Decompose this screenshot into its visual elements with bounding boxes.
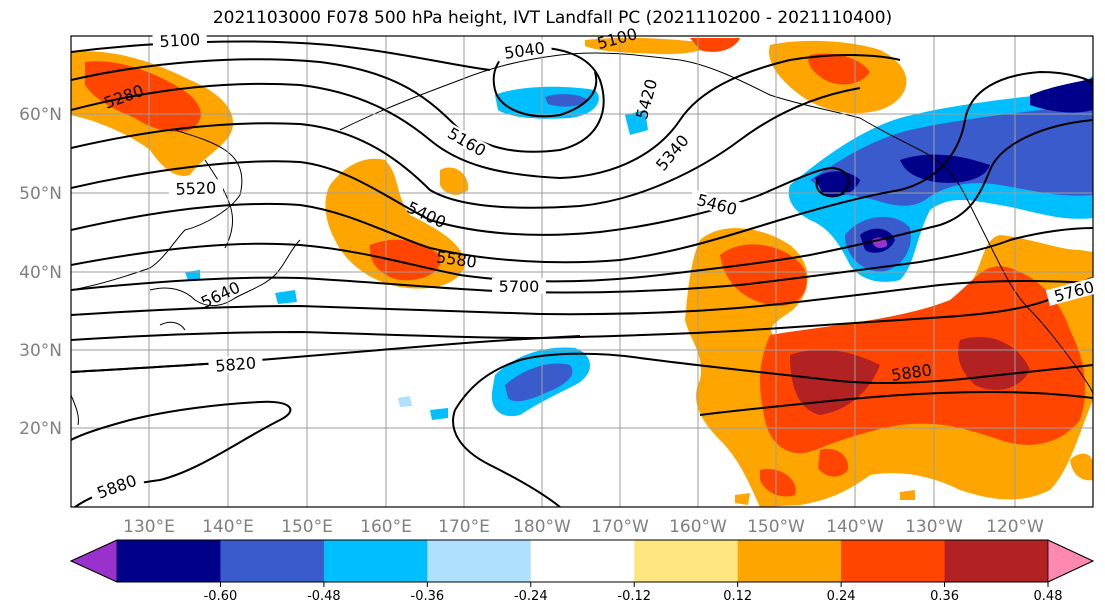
lon-label: 140°W: [826, 517, 884, 537]
colorbar-tick-label: 0.24: [827, 589, 856, 601]
colorbar-outline: [69, 539, 1095, 583]
map-title: 2021103000 F078 500 hPa height, IVT Land…: [212, 8, 893, 28]
colorbar-tick-label: -0.36: [411, 589, 445, 601]
colorbar-segment: [323, 540, 428, 582]
coastlines: [71, 52, 1093, 426]
lon-label: 160°W: [669, 517, 727, 537]
lat-label-50n: 50°N: [19, 184, 62, 204]
colorbar: -0.60 -0.48 -0.36 -0.24 -0.12 0.12 0.24 0.36 0.4…: [69, 539, 1095, 601]
lon-label: 140°E: [202, 517, 254, 537]
colorbar-segment: [841, 540, 946, 582]
lat-label-30n: 30°N: [19, 341, 62, 361]
lon-label: 130°W: [905, 517, 963, 537]
height-contours: [71, 40, 1093, 507]
colorbar-tick-label: 0.48: [1034, 589, 1063, 601]
colorbar-extend-high: [1047, 539, 1094, 583]
colorbar-tick-label: 0.12: [723, 589, 752, 601]
lon-label: 180°W: [513, 517, 571, 537]
contour-labels: 5100 5040 5100 5280 5160 5420 5340 5520 …: [88, 24, 1103, 503]
contour-label: 5700: [499, 277, 540, 296]
contour-label: 5820: [215, 353, 257, 375]
colorbar-segment: [117, 540, 221, 582]
map-border: [70, 35, 1094, 508]
lon-label: 150°E: [281, 517, 333, 537]
longitude-labels: 130°E 140°E 150°E 160°E 170°E 180°W 170°…: [123, 517, 1044, 537]
colorbar-tick-label: -0.24: [514, 589, 548, 601]
colorbar-segment: [427, 540, 532, 582]
lon-label: 120°W: [986, 517, 1044, 537]
lon-label: 160°E: [360, 517, 412, 537]
lon-label: 170°W: [591, 517, 649, 537]
colorbar-segment: [944, 540, 1049, 582]
contour-label: 5100: [159, 30, 201, 51]
lon-label: 150°W: [747, 517, 805, 537]
colorbar-tick-label: 0.36: [930, 589, 959, 601]
colorbar-segment: [634, 540, 739, 582]
colorbar-tick-label: -0.48: [307, 589, 341, 601]
colorbar-segment: [737, 540, 842, 582]
colorbar-tick-label: -0.60: [204, 589, 238, 601]
latitude-labels: 60°N 50°N 40°N 30°N 20°N: [19, 105, 62, 439]
colorbar-extend-low: [70, 539, 118, 583]
ivt-positive-shading: [71, 37, 1093, 507]
lat-label-60n: 60°N: [19, 105, 62, 125]
lon-label: 130°E: [123, 517, 175, 537]
contour-label: 5520: [175, 178, 216, 198]
colorbar-segment: [220, 540, 325, 582]
ivt-negative-shading: [185, 75, 1093, 420]
colorbar-segment: [530, 540, 635, 582]
colorbar-tick-label: -0.12: [617, 589, 651, 601]
lat-label-20n: 20°N: [19, 419, 62, 439]
lat-label-40n: 40°N: [19, 263, 62, 283]
lon-label: 170°E: [438, 517, 490, 537]
